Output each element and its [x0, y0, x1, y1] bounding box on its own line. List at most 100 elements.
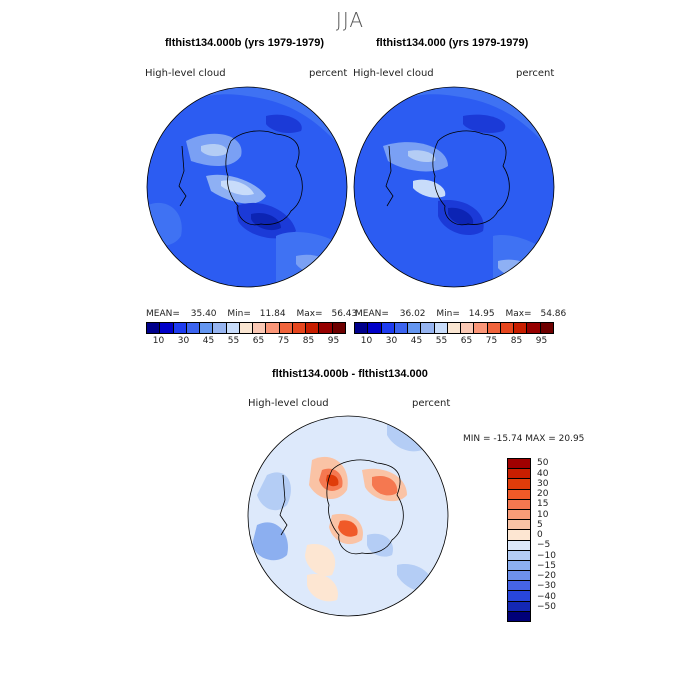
colorbar-swatch: [527, 323, 541, 333]
colorbar-swatch: [253, 323, 267, 333]
diff-colorbar-swatch: [508, 489, 530, 500]
diff-colorbar-swatch: [508, 530, 530, 541]
colorbar-swatch: [186, 323, 201, 333]
colorbar-swatch: [173, 323, 187, 333]
diff-colorbar-swatch: [508, 611, 530, 621]
colorbar-swatch: [447, 323, 462, 333]
diff-colorbar-label: −15: [537, 560, 556, 571]
colorbar-tick-label: 30: [385, 336, 398, 346]
colorbar-swatch: [434, 323, 448, 333]
panel2-title: flthist134.000 (yrs 1979-1979): [376, 37, 529, 49]
colorbar-swatch: [147, 323, 161, 333]
colorbar-tick-label: 75: [485, 336, 498, 346]
panel1-min-value: 11.84: [259, 309, 286, 319]
diff-units-label: percent: [412, 398, 451, 409]
colorbar-swatch: [213, 323, 227, 333]
colorbar-tick-label: 30: [177, 336, 190, 346]
panel1-stats: MEAN= 35.40 Min= 11.84 Max= 56.43: [146, 309, 357, 319]
diff-colorbar-label: 20: [537, 489, 549, 499]
colorbar-swatch: [355, 323, 369, 333]
diff-colorbar-label: −50: [537, 601, 556, 612]
diff-variable-label: High-level cloud: [248, 398, 329, 409]
diff-colorbar-label: 50: [537, 458, 549, 469]
colorbar-swatch: [421, 323, 435, 333]
diff-colorbar-label: 0: [537, 530, 543, 540]
colorbar-tick-label: 55: [435, 336, 448, 346]
colorbar-swatch: [292, 323, 307, 333]
panel1-map: [146, 86, 348, 288]
diff-colorbar-label: −40: [537, 591, 556, 602]
colorbar-swatch: [239, 323, 254, 333]
panel1-max-value: 56.43: [331, 309, 358, 319]
diff-colorbar-swatch: [508, 581, 530, 592]
colorbar-tick-label: 10: [360, 336, 373, 346]
diff-colorbar-swatch: [508, 601, 530, 612]
diff-colorbar-label: 10: [537, 509, 549, 520]
diff-colorbar-label: −10: [537, 550, 556, 561]
colorbar-swatch: [200, 323, 214, 333]
panel2-min-label: Min=: [436, 309, 460, 319]
diff-title: flthist134.000b - flthist134.000: [272, 368, 428, 380]
panel1-variable-label: High-level cloud: [145, 68, 226, 79]
panel1-units-label: percent: [309, 68, 348, 79]
panel1-colorbar: [146, 322, 346, 334]
panel2-max-label: Max=: [505, 309, 532, 319]
diff-colorbar-swatch: [508, 459, 530, 470]
colorbar-swatch: [160, 323, 174, 333]
diff-colorbar-label: −20: [537, 571, 556, 581]
colorbar-swatch: [500, 323, 515, 333]
colorbar-swatch: [540, 323, 553, 333]
colorbar-swatch: [279, 323, 293, 333]
diff-colorbar-swatch: [508, 469, 530, 480]
panel1-max-label: Max=: [296, 309, 323, 319]
diff-colorbar-swatch: [508, 560, 530, 572]
diff-colorbar-label: 30: [537, 478, 549, 489]
diff-colorbar: [507, 458, 531, 622]
diff-colorbar-swatch: [508, 591, 530, 602]
diff-colorbar-swatch: [508, 550, 530, 561]
diff-colorbar-label: −5: [537, 540, 551, 551]
diff-colorbar-label: 40: [537, 468, 549, 479]
panel2-min-value: 14.95: [468, 309, 495, 319]
diff-colorbar-swatch: [508, 509, 530, 521]
panel2-stats: MEAN= 36.02 Min= 14.95 Max= 54.86: [355, 309, 566, 319]
diff-colorbar-swatch: [508, 499, 530, 510]
colorbar-tick-label: 65: [252, 336, 265, 346]
colorbar-tick-label: 75: [277, 336, 290, 346]
panel1-title: flthist134.000b (yrs 1979-1979): [165, 37, 324, 49]
panel1-colorbar-ticks: 10 30 45 55 65 75 85 95: [146, 336, 346, 348]
colorbar-tick-label: 45: [410, 336, 423, 346]
colorbar-swatch: [474, 323, 488, 333]
diff-colorbar-swatch: [508, 540, 530, 551]
panel2-map: [353, 86, 555, 288]
colorbar-tick-label: 85: [302, 336, 315, 346]
panel2-mean-label: MEAN=: [355, 309, 389, 319]
colorbar-tick-label: 65: [460, 336, 473, 346]
diff-map: [247, 415, 449, 617]
colorbar-tick-label: 55: [227, 336, 240, 346]
colorbar-tick-label: 85: [510, 336, 523, 346]
panel2-units-label: percent: [516, 68, 555, 79]
colorbar-swatch: [306, 323, 320, 333]
panel2-colorbar-ticks: 10 30 45 55 65 75 85 95: [354, 336, 554, 348]
colorbar-tick-label: 45: [202, 336, 215, 346]
colorbar-swatch: [514, 323, 528, 333]
diff-colorbar-swatch: [508, 571, 530, 582]
colorbar-swatch: [381, 323, 395, 333]
colorbar-swatch: [332, 323, 345, 333]
panel2-mean-value: 36.02: [399, 309, 426, 319]
diff-stats: MIN = -15.74 MAX = 20.95: [463, 434, 585, 444]
panel2-variable-label: High-level cloud: [353, 68, 434, 79]
panel1-mean-value: 35.40: [190, 309, 217, 319]
diff-colorbar-swatch: [508, 479, 530, 490]
diff-colorbar-label: 5: [537, 519, 543, 530]
colorbar-tick-label: 95: [327, 336, 340, 346]
colorbar-tick-label: 95: [535, 336, 548, 346]
diff-colorbar-swatch: [508, 520, 530, 531]
colorbar-swatch: [408, 323, 422, 333]
diff-colorbar-label: 15: [537, 499, 549, 510]
colorbar-swatch: [226, 323, 240, 333]
colorbar-tick-label: 10: [152, 336, 165, 346]
panel2-max-value: 54.86: [540, 309, 567, 319]
colorbar-swatch: [394, 323, 409, 333]
